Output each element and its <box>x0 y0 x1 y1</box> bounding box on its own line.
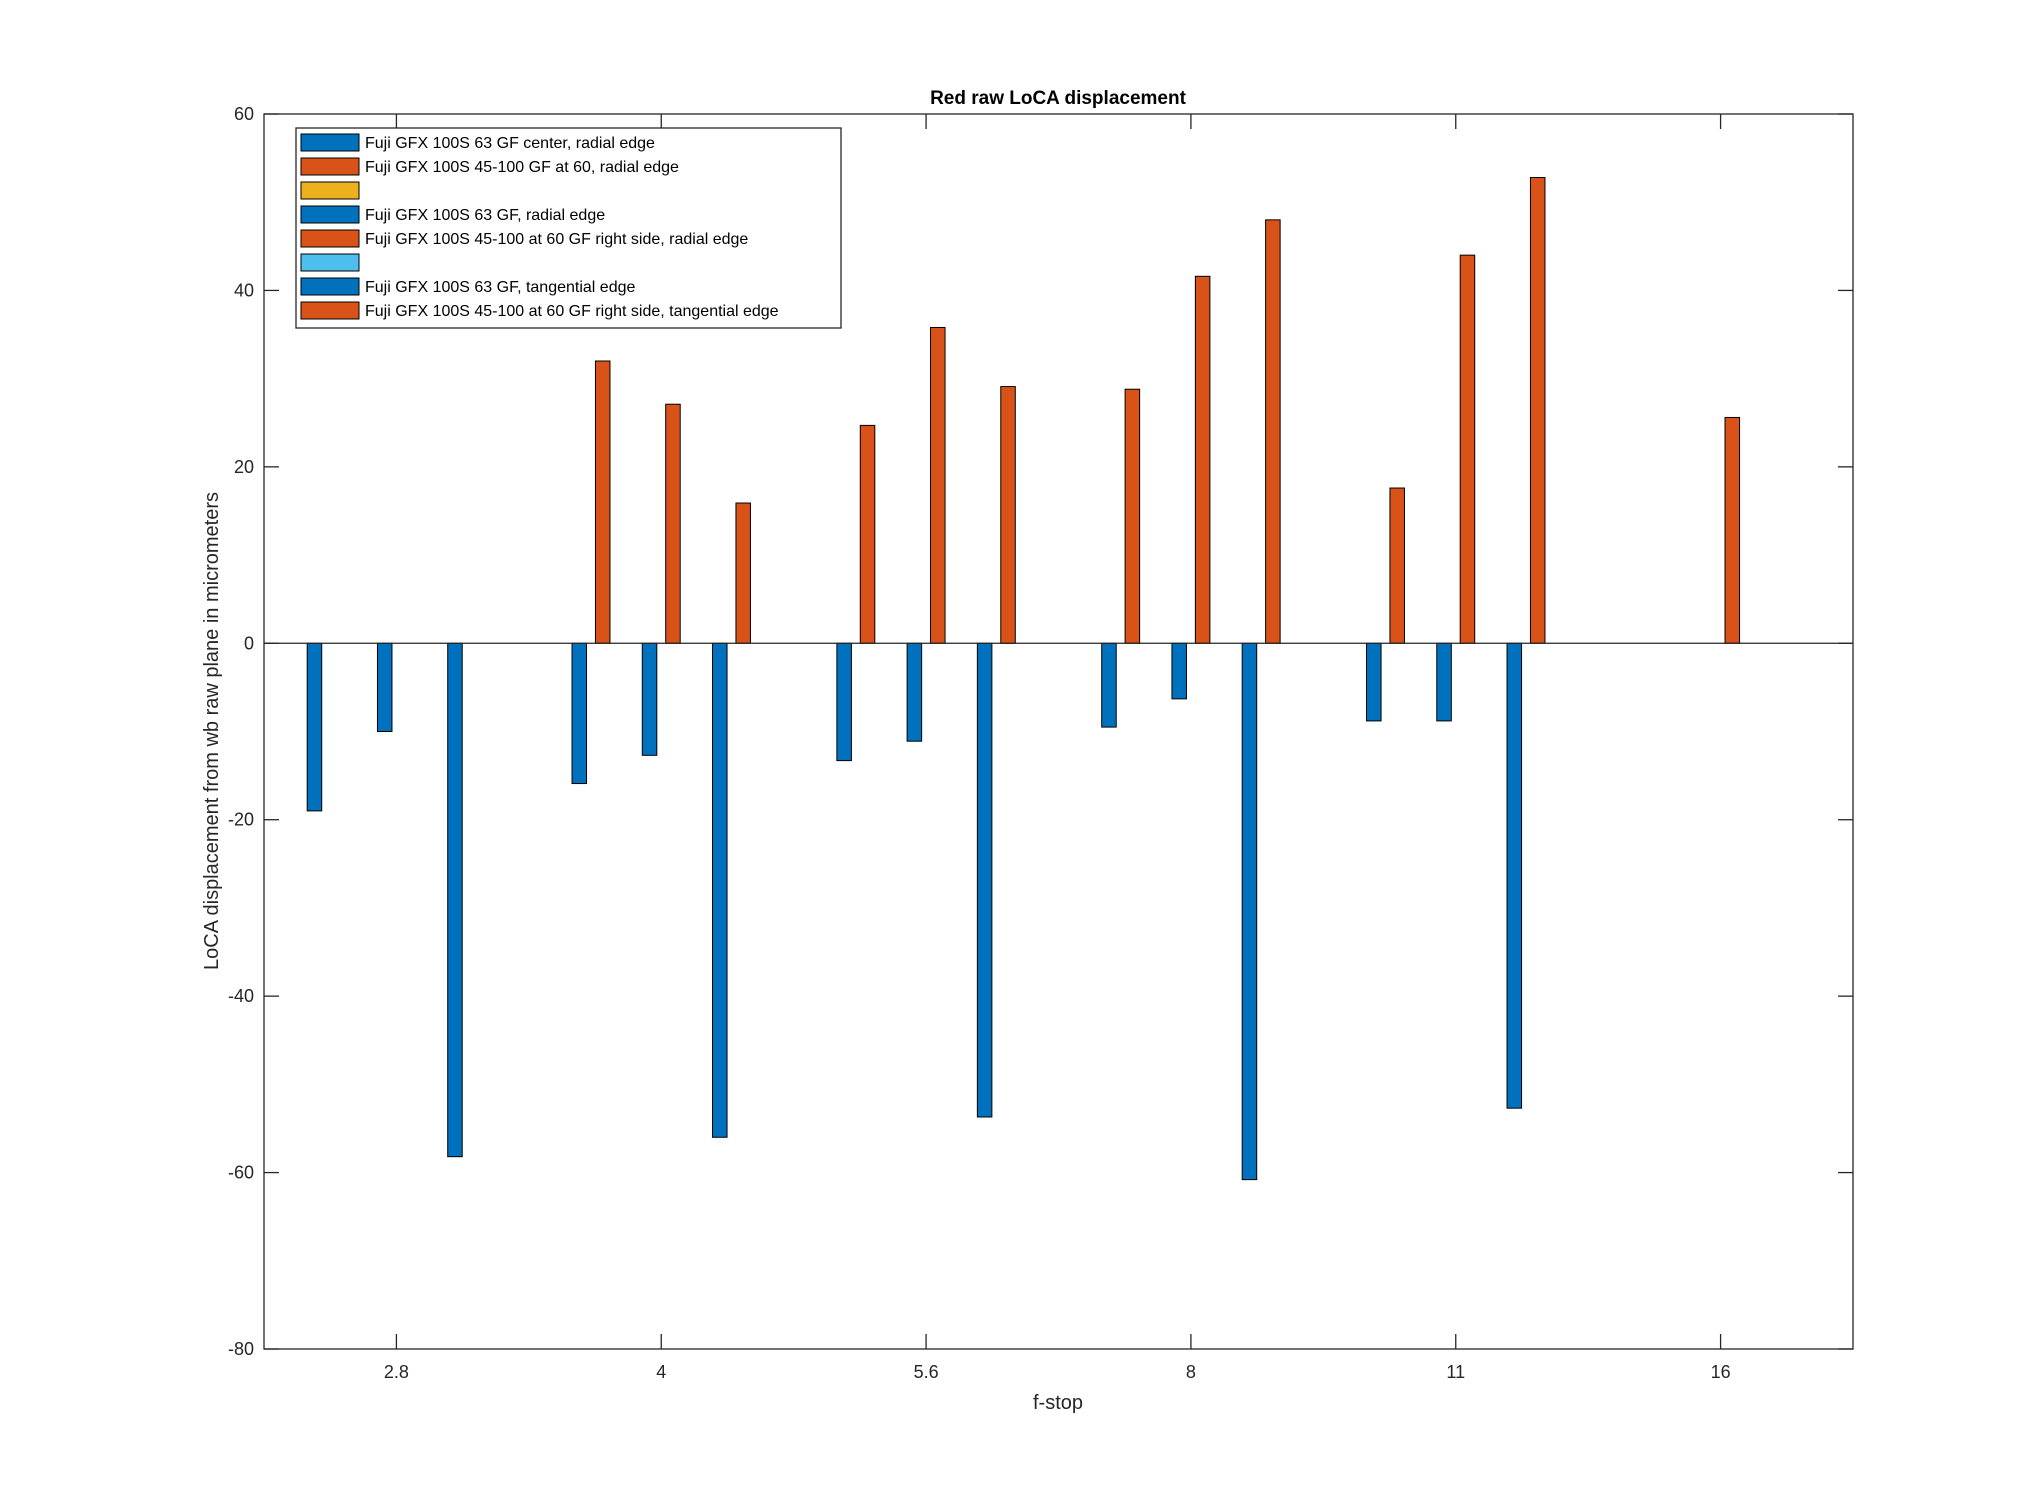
bar-series-5-fstop-5.6 <box>930 326 946 644</box>
bar-series-1-fstop-4 <box>571 642 588 785</box>
bar-series-8-fstop-11 <box>1529 177 1546 644</box>
y-axis-label: LoCA displacement from wb raw plane in m… <box>201 492 223 970</box>
bar-series-5-fstop-4 <box>665 403 681 644</box>
y-tick-label: 20 <box>234 457 254 477</box>
x-tick-label: 5.6 <box>914 1362 939 1382</box>
y-tick-label: -60 <box>228 1163 254 1183</box>
bar-series-2-fstop-11 <box>1389 487 1405 644</box>
x-axis-label: f-stop <box>1033 1392 1083 1414</box>
bar-series-1-fstop-8 <box>1101 642 1117 728</box>
bar-series-4-fstop-2.8 <box>376 642 393 732</box>
legend-swatch <box>300 181 360 200</box>
plot-frame <box>263 113 1854 1350</box>
legend: Fuji GFX 100S 63 GF center, radial edge F… <box>295 127 842 329</box>
bar-series-7-fstop-5.6 <box>976 642 993 1118</box>
bar-series-1-fstop-2.8 <box>306 642 323 812</box>
legend-swatch <box>300 253 360 272</box>
bar-series-2-fstop-8 <box>1124 388 1141 644</box>
legend-swatch <box>300 157 360 176</box>
y-tick-label: -40 <box>228 986 254 1006</box>
bar-series-4-fstop-5.6 <box>906 642 923 742</box>
bar-series-4-fstop-4 <box>641 642 658 756</box>
x-axis-ticks: 2.8 4 5.6 8 11 16 <box>384 114 1731 1382</box>
y-tick-label: 60 <box>234 104 254 124</box>
legend-entry-label: Fuji GFX 100S 45-100 GF at 60, radial ed… <box>365 159 679 176</box>
chart-title: Red raw LoCA displacement <box>930 88 1187 109</box>
legend-entry-label: Fuji GFX 100S 63 GF, tangential edge <box>365 279 635 296</box>
legend-swatch <box>300 205 360 224</box>
bar-series-8-fstop-4 <box>735 502 751 644</box>
bar-series-4-fstop-11 <box>1436 642 1452 722</box>
legend-box <box>295 127 842 329</box>
legend-swatch <box>300 301 360 320</box>
bar-series-5-fstop-8 <box>1194 275 1211 644</box>
bar-series-7-fstop-11 <box>1506 642 1523 1109</box>
x-tick-label: 8 <box>1186 1362 1196 1382</box>
legend-entry-label: Fuji GFX 100S 45-100 at 60 GF right side… <box>365 231 748 248</box>
bar-series-7-fstop-2.8 <box>447 642 463 1158</box>
legend-entry-label: Fuji GFX 100S 63 GF, radial edge <box>365 207 605 224</box>
x-tick-label: 2.8 <box>384 1362 409 1382</box>
y-tick-label: 40 <box>234 280 254 300</box>
bar-series-1-fstop-5.6 <box>836 642 852 762</box>
legend-entry-label: Fuji GFX 100S 63 GF center, radial edge <box>365 135 655 152</box>
bar-series-8-fstop-8 <box>1265 219 1281 644</box>
legend-swatch <box>300 133 360 152</box>
bar-series-8-fstop-5.6 <box>1000 386 1016 644</box>
bar-series-2-fstop-4 <box>594 360 611 644</box>
bar-series-1-fstop-11 <box>1366 642 1382 722</box>
y-tick-label: -80 <box>228 1339 254 1359</box>
x-tick-label: 11 <box>1446 1362 1465 1382</box>
legend-swatch <box>300 277 360 296</box>
y-tick-label: 0 <box>244 633 254 653</box>
bar-series-5-fstop-11 <box>1459 254 1476 644</box>
bar-series-4-fstop-8 <box>1171 642 1187 700</box>
y-axis-ticks: -80 -60 -40 -20 0 20 40 60 <box>228 104 1853 1359</box>
legend-swatch <box>300 229 360 248</box>
bar-series-2-fstop-5.6 <box>859 424 876 644</box>
bar-series-7-fstop-4 <box>712 642 728 1138</box>
legend-entry-label: Fuji GFX 100S 45-100 at 60 GF right side… <box>365 303 779 320</box>
x-tick-label: 16 <box>1711 1362 1731 1382</box>
bar-series-7-fstop-8 <box>1241 642 1258 1181</box>
y-tick-label: -20 <box>228 810 254 830</box>
x-tick-label: 4 <box>656 1362 666 1382</box>
bar-series-5-fstop-16 <box>1724 416 1741 644</box>
